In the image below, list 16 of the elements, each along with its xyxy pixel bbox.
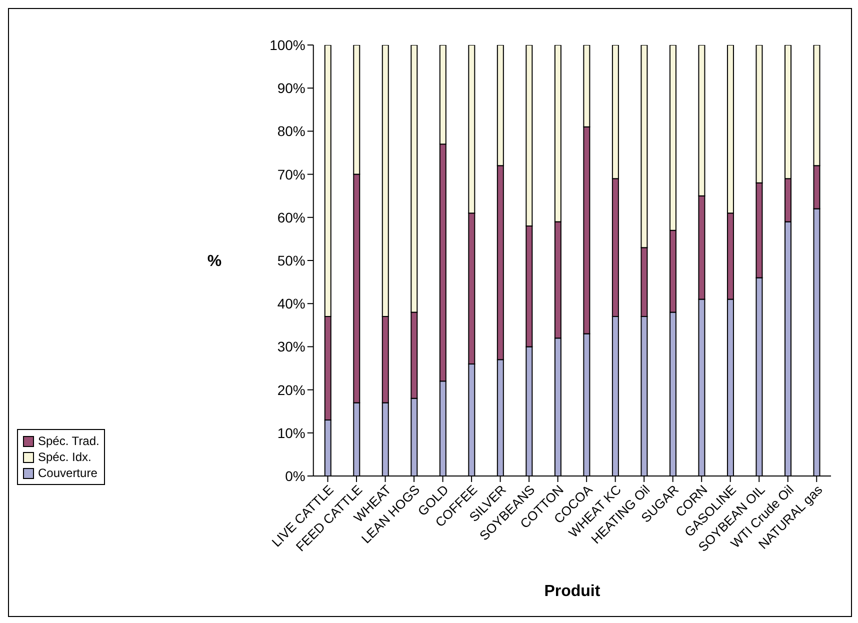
y-tick-label: 20% [277,382,306,398]
y-axis-title: % [207,253,222,270]
y-tick-label: 40% [277,296,306,312]
y-tick-label: 60% [277,209,306,226]
y-tick-label: 10% [277,424,306,441]
legend-label: Spéc. Idx. [38,449,92,465]
legend-label: Spéc. Trad. [38,433,100,449]
y-tick-label: 30% [277,338,306,355]
y-tick-label: 50% [277,252,306,268]
y-tick-label: 0% [285,468,306,484]
y-tick-label: 70% [277,166,306,182]
x-axis-title: Produit [544,583,601,600]
y-tick-label: 90% [277,80,306,96]
y-tick-label: 100% [270,36,306,53]
legend-label: Couverture [38,465,98,481]
y-tick-label: 80% [277,123,306,140]
